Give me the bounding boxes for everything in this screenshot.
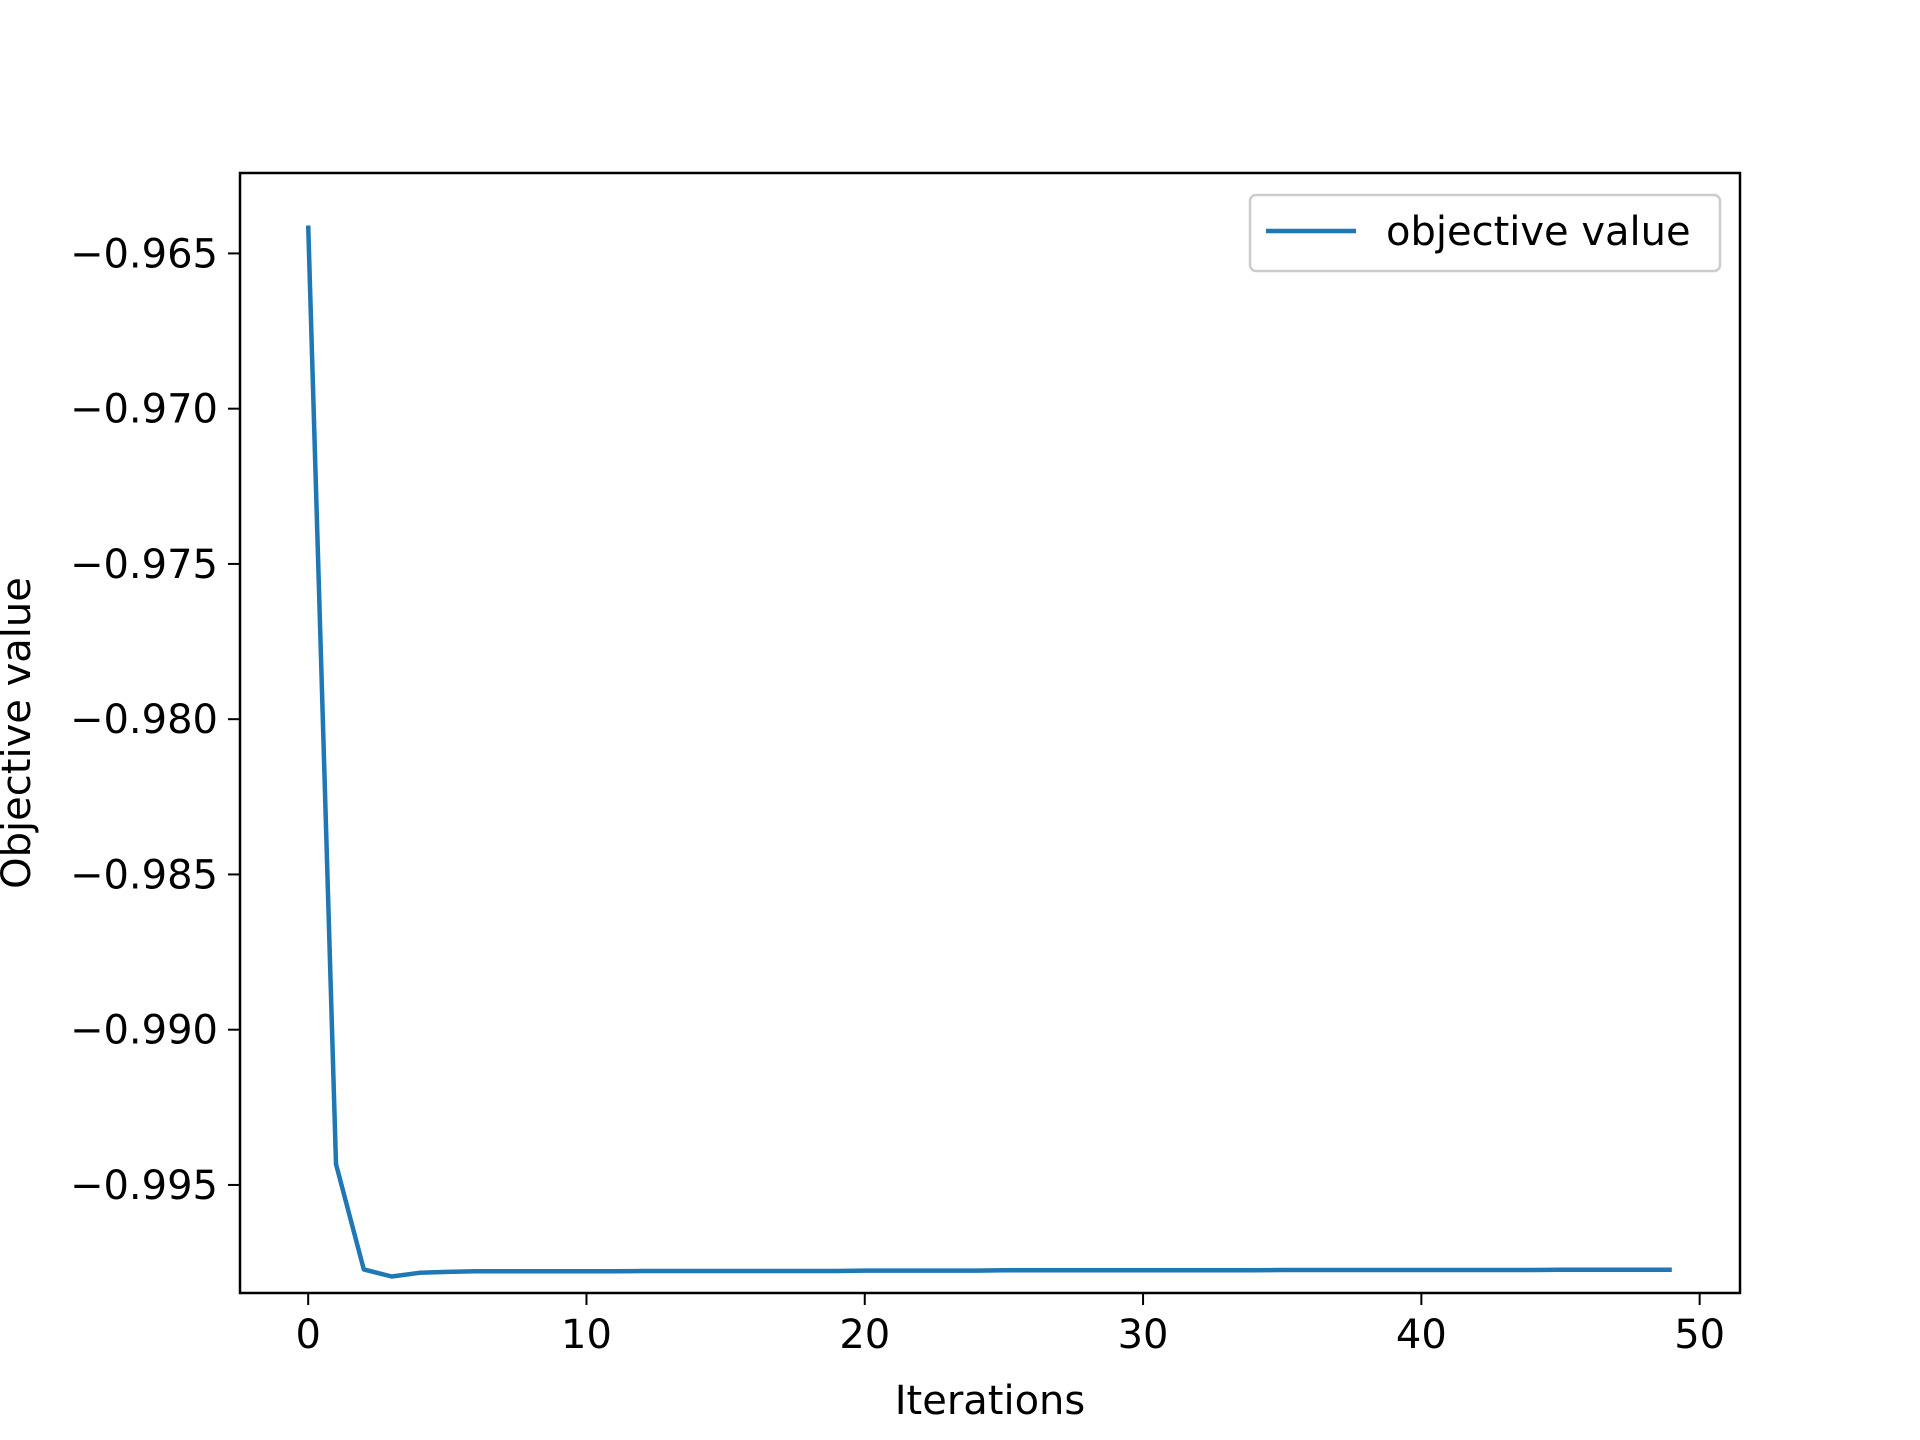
y-tick-label: −0.975 (70, 542, 218, 588)
x-tick-label: 40 (1396, 1312, 1447, 1358)
legend-box (1248, 193, 1722, 273)
x-axis: 0 10 20 30 40 50 (295, 1293, 1725, 1358)
y-axis-label: Objective value (0, 577, 40, 889)
x-tick-label: 0 (295, 1312, 320, 1358)
series-layer (305, 225, 1672, 1279)
y-axis: −0.965 −0.970 −0.975 −0.980 −0.985 −0.990 −0.9… (70, 231, 240, 1209)
y-tick-label: −0.965 (70, 231, 218, 277)
y-tick-label: −0.995 (70, 1163, 218, 1209)
x-tick-label: 20 (839, 1312, 890, 1358)
plot-frame (238, 171, 1742, 1295)
y-tick-label: −0.990 (70, 1008, 218, 1054)
x-tick-label: 50 (1674, 1312, 1725, 1358)
series-line-objective-value (305, 225, 1672, 1279)
legend: objective value (1248, 193, 1722, 273)
y-tick-label: −0.985 (70, 852, 218, 898)
x-tick-label: 10 (561, 1312, 612, 1358)
y-tick-label: −0.980 (70, 697, 218, 743)
plot-area (240, 173, 1740, 1293)
legend-label: objective value (1386, 209, 1691, 255)
x-axis-label: Iterations (895, 1378, 1086, 1424)
x-tick-label: 30 (1118, 1312, 1169, 1358)
y-tick-label: −0.970 (70, 387, 218, 433)
